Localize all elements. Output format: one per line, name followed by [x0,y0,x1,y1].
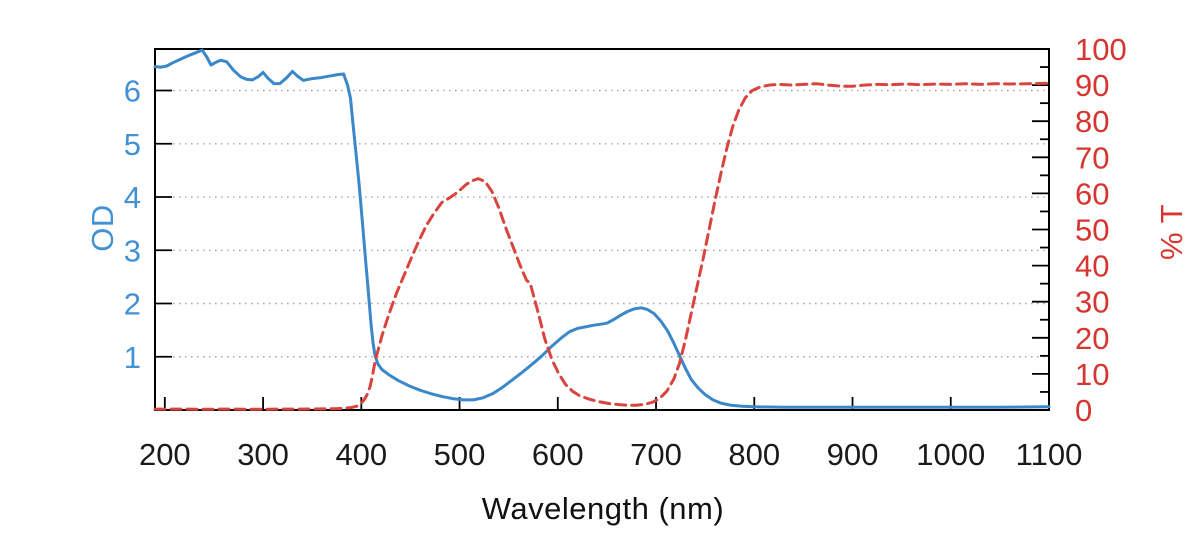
transmission-curve [153,81,1051,411]
right-axis-tick-label: 40 [1075,249,1109,284]
x-axis-tick-label: 400 [335,437,387,472]
x-axis-tick-label: 1000 [916,437,985,472]
x-axis-tick-label: 200 [139,437,191,472]
right-axis-title: % T [1154,203,1189,261]
right-axis-tick-label: 100 [1075,32,1127,67]
left-axis-tick-label: 3 [124,233,141,268]
right-axis-tick-label: 20 [1075,321,1109,356]
right-axis-tick-label: 50 [1075,213,1109,248]
left-axis-tick-label: 6 [124,74,141,109]
plot-border [154,48,1050,411]
x-axis-tick-label: 1100 [1016,437,1083,472]
right-axis-tick-label: 60 [1075,176,1109,211]
od-curve [153,48,1051,409]
right-axis-tick-label: 10 [1075,357,1109,392]
right-axis-tick-label: 80 [1075,104,1109,139]
x-axis-tick-label: 600 [532,437,584,472]
x-axis-tick-label: 500 [434,437,486,472]
right-axis-tick-label: 30 [1075,285,1109,320]
left-axis-tick-label: 4 [124,180,141,215]
right-axis-tick-label: 70 [1075,140,1109,175]
spectral-chart: 1 2 3 4 5 6 0 10 20 30 40 50 60 70 80 90 100 200 300 400 500… [40,16,1200,536]
x-axis-tick-label: 900 [827,437,879,472]
left-axis-tick-label: 2 [124,287,141,322]
left-axis-tick-label: 5 [124,127,141,162]
x-axis-tick-label: 700 [630,437,682,472]
x-axis-tick-label: 300 [237,437,289,472]
x-axis-tick-label: 800 [728,437,780,472]
left-axis-tick-label: 1 [124,340,141,375]
right-axis-tick-label: 90 [1075,68,1109,103]
left-axis-title: OD [85,204,120,252]
right-axis-tick-label: 0 [1075,393,1092,428]
x-axis-title: Wavelength (nm) [481,491,725,526]
